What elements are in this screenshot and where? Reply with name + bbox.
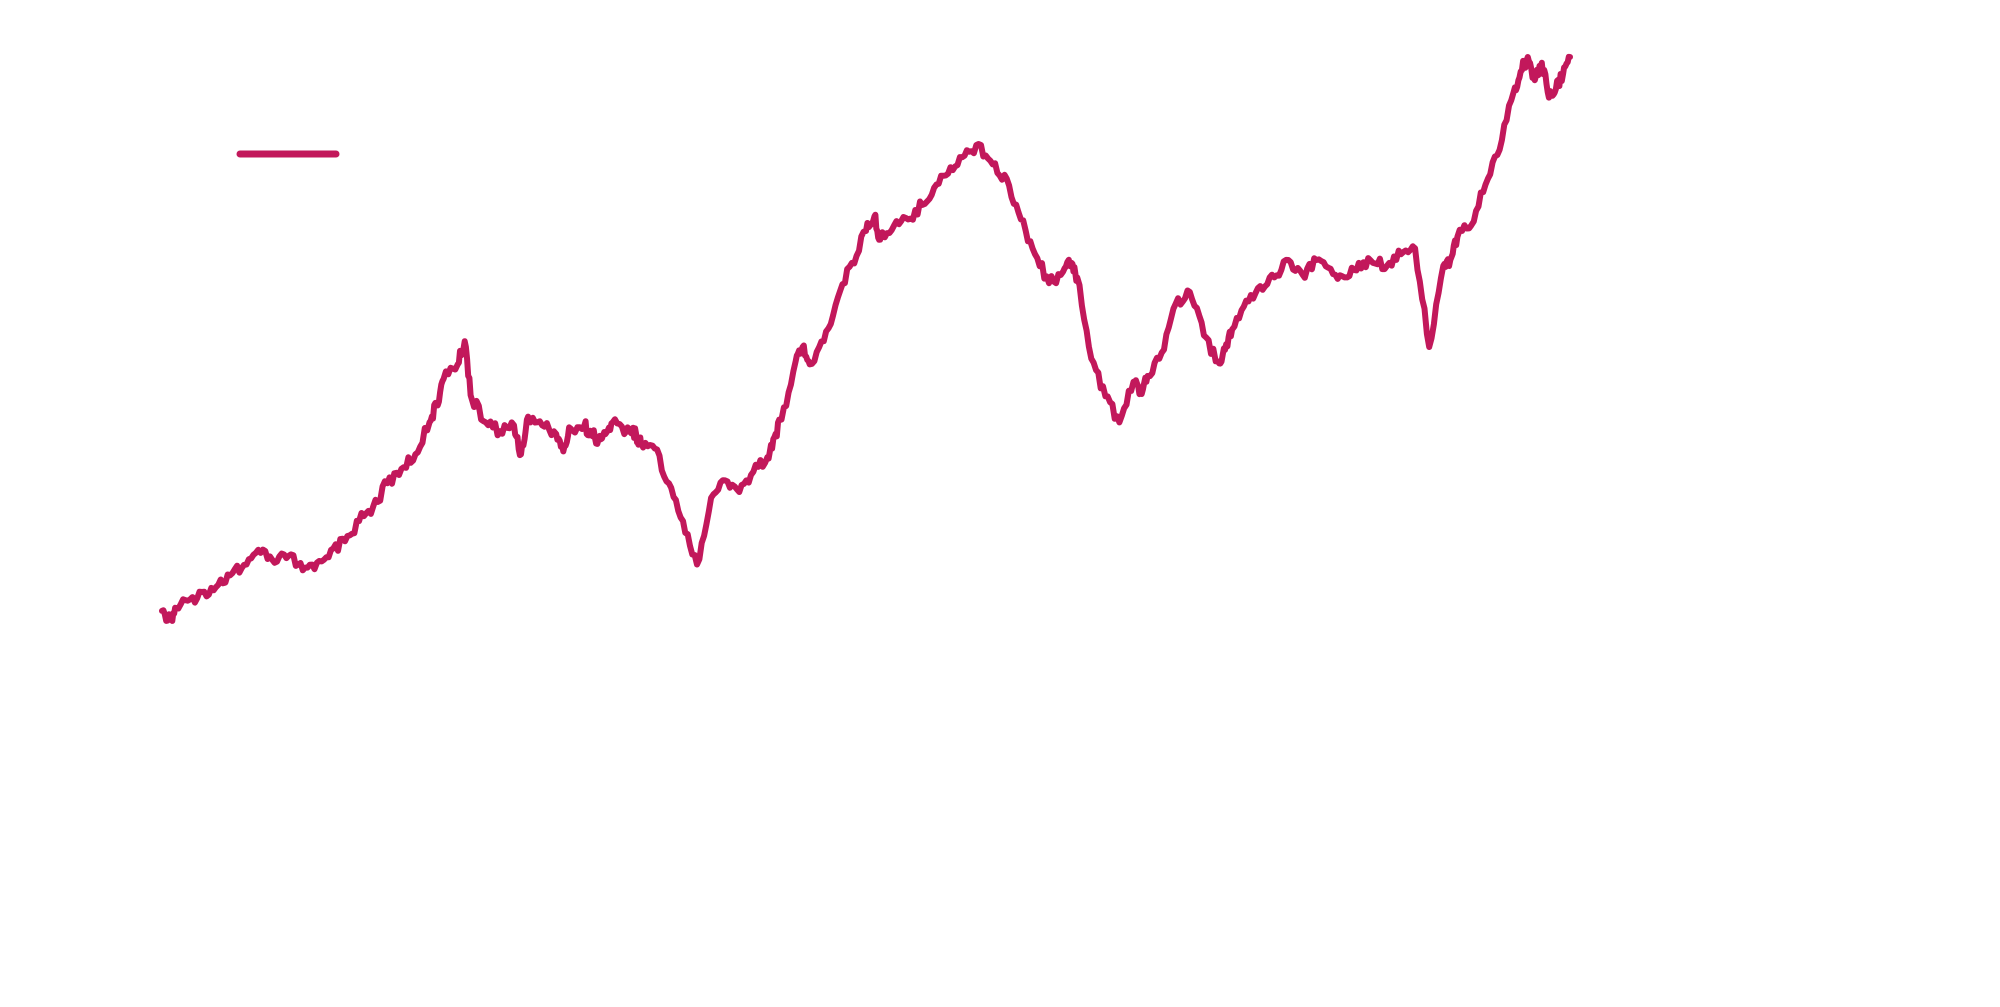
- series-line: [159, 53, 1573, 624]
- series-layer: [159, 53, 1573, 624]
